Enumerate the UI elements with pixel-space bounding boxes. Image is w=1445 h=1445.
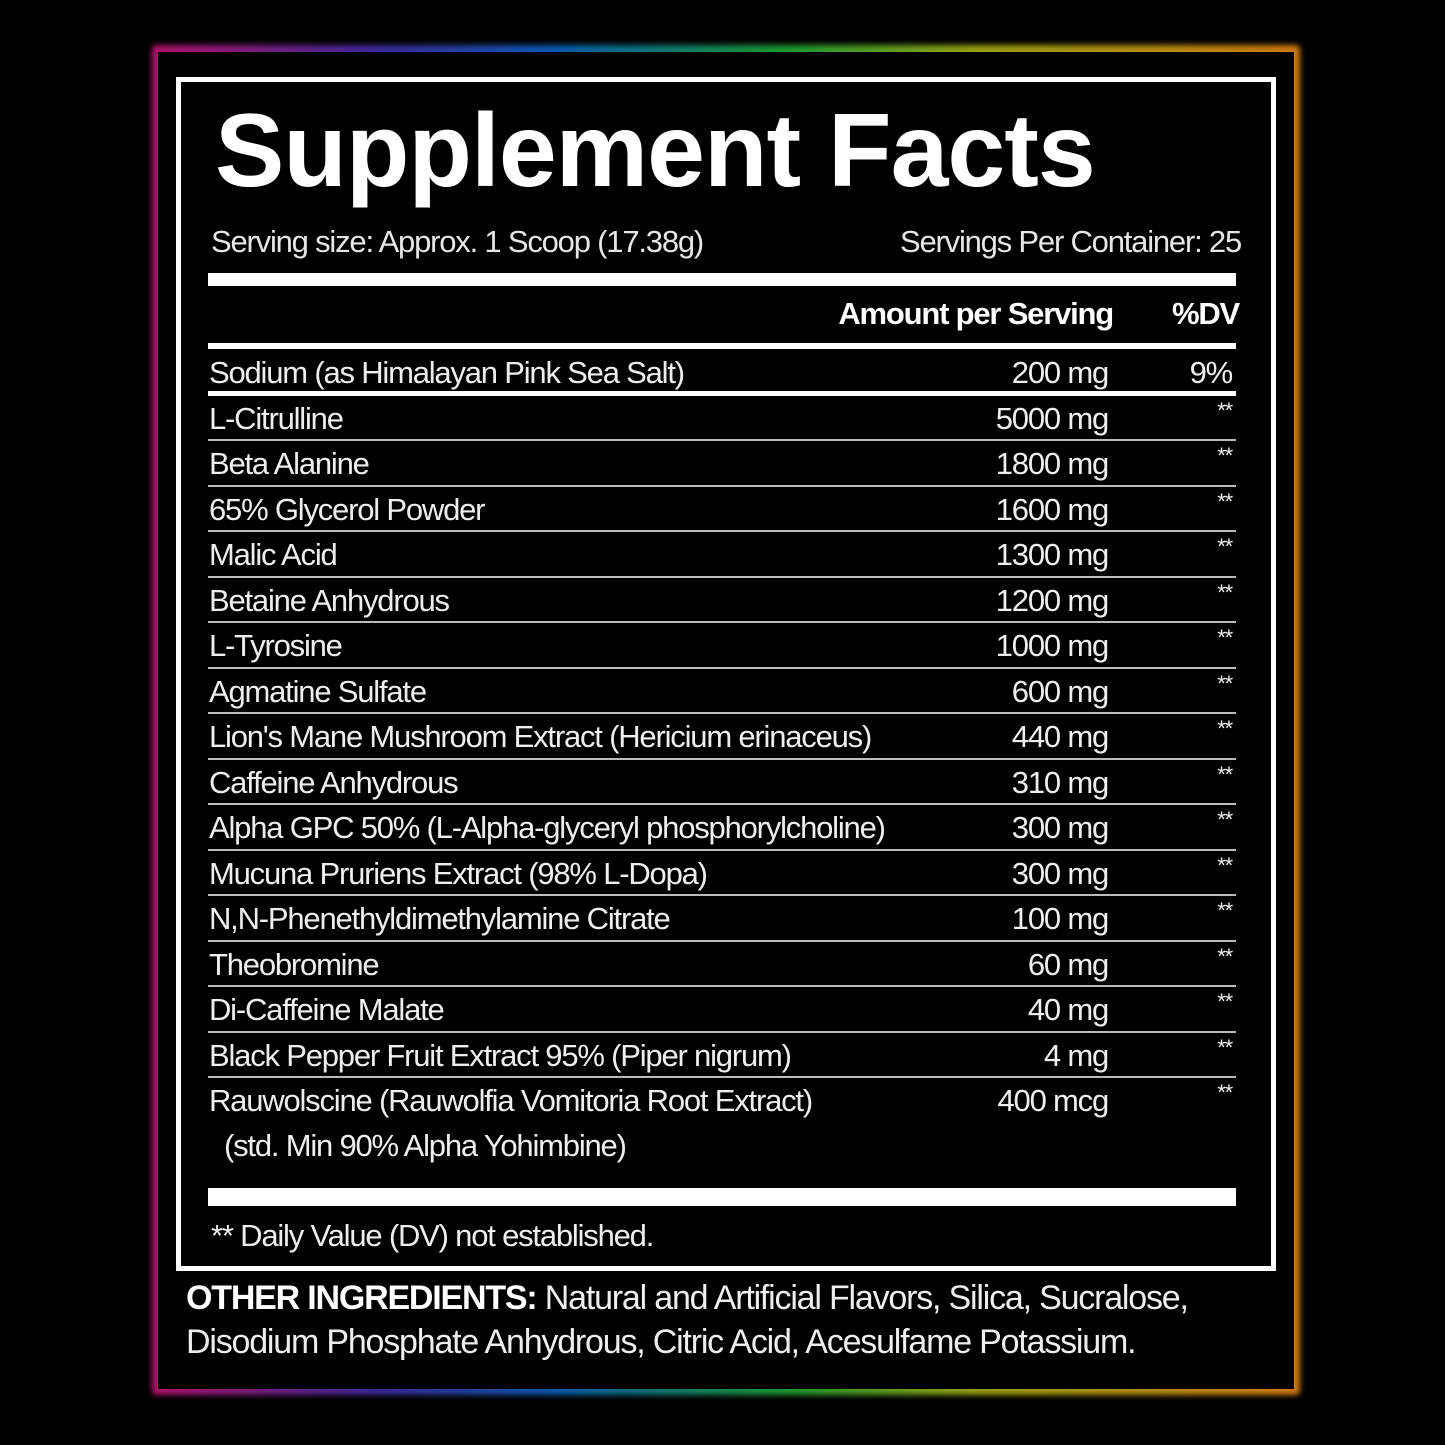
ingredient-amount: 100 mg	[1011, 901, 1109, 936]
ingredient-dv: **	[1217, 716, 1233, 741]
ingredient-dv: **	[1217, 943, 1233, 969]
ingredient-amount: 1000 mg	[995, 628, 1109, 663]
table-row: Rauwolscine (Rauwolfia Vomitoria Root Ex…	[208, 1078, 1236, 1169]
ingredient-dv: **	[1217, 898, 1233, 923]
bottom-thick-divider	[208, 1188, 1236, 1206]
ingredient-amount: 310 mg	[1011, 764, 1109, 800]
ingredient-dv: **	[1217, 579, 1233, 605]
ingredient-amount: 4 mg	[1043, 1037, 1109, 1073]
ingredient-dv: 9%	[1189, 355, 1234, 390]
ingredient-amount: 1800 mg	[995, 446, 1109, 481]
ingredient-name: 65% Glycerol Powder	[209, 491, 485, 527]
ingredient-dv: **	[1217, 534, 1233, 559]
ingredient-name: Di-Caffeine Malate	[209, 992, 445, 1027]
supplement-facts-panel: Supplement Facts Serving size: Approx. 1…	[176, 77, 1276, 1271]
ingredient-dv: **	[1217, 670, 1233, 696]
ingredient-amount: 1600 mg	[995, 491, 1109, 527]
table-row: Beta Alanine 1800 mg **	[208, 441, 1236, 487]
other-ingredients-label: OTHER INGREDIENTS:	[186, 1279, 538, 1317]
ingredient-amount: 300 mg	[1011, 855, 1109, 891]
ingredient-amount: 200 mg	[1011, 355, 1109, 390]
ingredient-amount: 60 mg	[1027, 946, 1109, 982]
table-row: Black Pepper Fruit Extract 95% (Piper ni…	[208, 1033, 1236, 1078]
ingredient-dv: **	[1217, 488, 1233, 514]
ingredient-amount: 5000 mg	[995, 400, 1109, 436]
table-row: Theobromine 60 mg **	[208, 942, 1236, 987]
ingredient-amount: 1300 mg	[995, 537, 1109, 572]
amount-header: Amount per Serving	[838, 296, 1114, 331]
ingredient-name: Caffeine Anhydrous	[209, 764, 459, 800]
table-row: Caffeine Anhydrous 310 mg **	[208, 760, 1236, 805]
ingredient-dv: **	[1217, 1080, 1233, 1105]
thick-divider	[208, 273, 1236, 286]
ingredient-name: Agmatine Sulfate	[209, 673, 427, 709]
nutrient-table: Sodium (as Himalayan Pink Sea Salt) 200 m…	[208, 350, 1236, 1169]
ingredient-name: Mucuna Pruriens Extract (98% L-Dopa)	[209, 855, 708, 891]
ingredient-dv: **	[1217, 1034, 1233, 1060]
table-row: Alpha GPC 50% (L-Alpha-glyceryl phosphor…	[208, 805, 1236, 851]
ingredient-amount: 400 mcg	[997, 1083, 1110, 1118]
table-row: Mucuna Pruriens Extract (98% L-Dopa) 300 …	[208, 851, 1236, 896]
ingredient-amount: 300 mg	[1011, 810, 1109, 845]
ingredient-dv: **	[1217, 761, 1233, 787]
table-row: Di-Caffeine Malate 40 mg **	[208, 987, 1236, 1033]
ingredient-name: Lion's Mane Mushroom Extract (Hericium e…	[209, 719, 872, 754]
table-row: L-Citrulline 5000 mg **	[208, 396, 1236, 441]
table-row: Sodium (as Himalayan Pink Sea Salt) 200 m…	[208, 350, 1236, 396]
ingredient-name: N,N-Phenethyldimethylamine Citrate	[209, 901, 671, 936]
table-row: N,N-Phenethyldimethylamine Citrate 100 mg…	[208, 896, 1236, 942]
ingredient-dv: **	[1217, 852, 1233, 878]
ingredient-name: L-Citrulline	[209, 400, 344, 436]
ingredient-dv: **	[1217, 625, 1233, 650]
table-row: L-Tyrosine 1000 mg **	[208, 623, 1236, 669]
table-row: Malic Acid 1300 mg **	[208, 532, 1236, 578]
ingredient-name: Beta Alanine	[209, 446, 370, 481]
ingredient-dv: **	[1217, 443, 1233, 468]
ingredient-dv: **	[1217, 807, 1233, 832]
dv-header: %DV	[1171, 296, 1240, 331]
ingredient-amount: 440 mg	[1011, 719, 1109, 754]
ingredient-amount: 40 mg	[1027, 992, 1109, 1027]
ingredient-name: Black Pepper Fruit Extract 95% (Piper ni…	[209, 1037, 792, 1073]
ingredient-note: (std. Min 90% Alpha Yohimbine)	[224, 1128, 627, 1163]
other-ingredients: OTHER INGREDIENTS: Natural and Artificia…	[186, 1276, 1266, 1364]
ingredient-name: Betaine Anhydrous	[209, 582, 450, 618]
ingredient-amount: 600 mg	[1011, 673, 1109, 709]
ingredient-name: Alpha GPC 50% (L-Alpha-glyceryl phosphor…	[209, 810, 886, 845]
ingredient-amount: 1200 mg	[995, 582, 1109, 618]
serving-size: Serving size: Approx. 1 Scoop (17.38g)	[211, 224, 704, 259]
page-title: Supplement Facts	[215, 93, 1096, 209]
ingredient-name: Sodium (as Himalayan Pink Sea Salt)	[209, 355, 685, 390]
ingredient-name: L-Tyrosine	[209, 628, 343, 663]
ingredient-dv: **	[1217, 989, 1233, 1014]
footnote: ** Daily Value (DV) not established.	[211, 1218, 654, 1253]
ingredient-name: Rauwolscine (Rauwolfia Vomitoria Root Ex…	[209, 1083, 813, 1118]
table-row: Betaine Anhydrous 1200 mg **	[208, 578, 1236, 623]
ingredient-name: Malic Acid	[209, 537, 338, 572]
servings-per-container: Servings Per Container: 25	[900, 224, 1242, 259]
table-row: 65% Glycerol Powder 1600 mg **	[208, 487, 1236, 532]
ingredient-dv: **	[1217, 397, 1233, 423]
header-divider	[208, 343, 1236, 349]
table-row: Agmatine Sulfate 600 mg **	[208, 669, 1236, 714]
table-row: Lion's Mane Mushroom Extract (Hericium e…	[208, 714, 1236, 760]
other-ingredients-text: Natural and Artificial Flavors, Silica, …	[186, 1279, 1189, 1361]
ingredient-name: Theobromine	[209, 946, 380, 982]
